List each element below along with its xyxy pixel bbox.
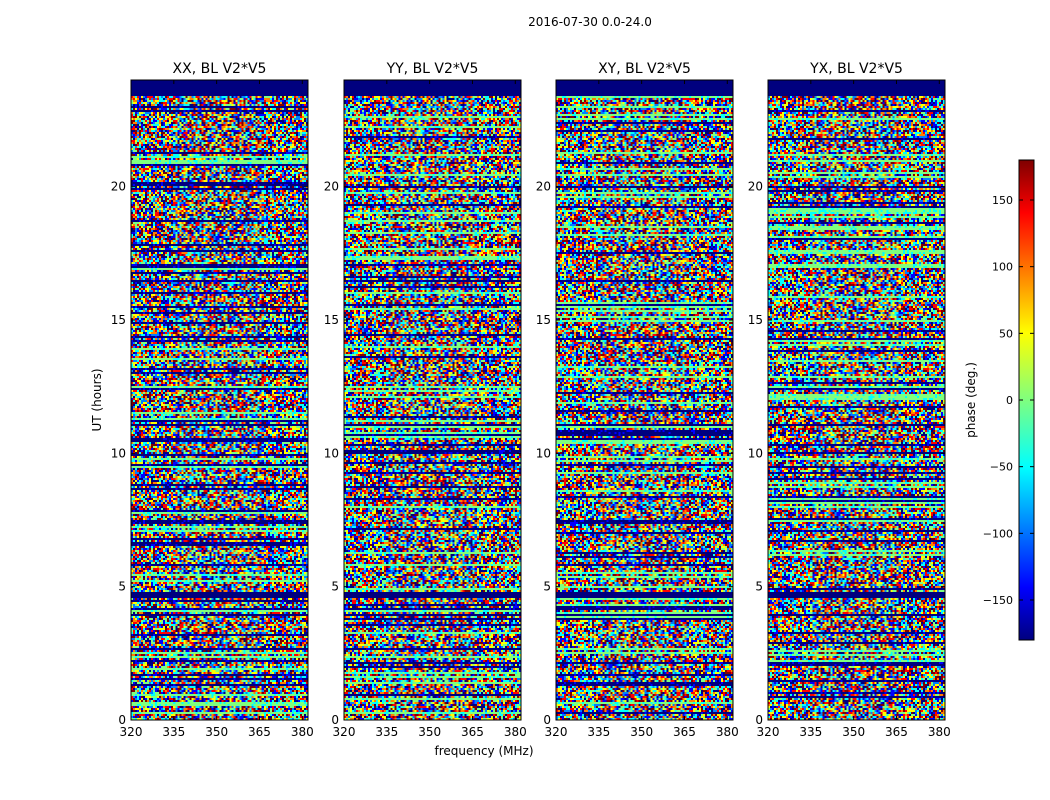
phase-heatmap-image xyxy=(556,80,733,720)
x-tick-label: 320 xyxy=(120,725,143,739)
panel-frame xyxy=(555,79,734,721)
y-tick-label: 20 xyxy=(536,180,551,194)
x-tick-label: 350 xyxy=(418,725,441,739)
panel-title: XX, BL V2*V5 xyxy=(173,61,267,77)
panel-4: YX, BL V2*V5 320 335 350 365 380 0 5 10 15 20 xyxy=(748,61,951,739)
x-axis-label: frequency (MHz) xyxy=(434,744,533,758)
y-tick-label: 0 xyxy=(118,713,126,727)
y-tick-label: 20 xyxy=(748,180,763,194)
x-tick-label: 350 xyxy=(842,725,865,739)
colorbar-tick-label: −50 xyxy=(990,461,1013,474)
panel-1: XX, BL V2*V5 320 335 350 365 380 0 5 10 15 20 xyxy=(111,61,314,739)
x-tick-label: 365 xyxy=(673,725,696,739)
y-tick-label: 0 xyxy=(755,713,763,727)
y-tick-label: 15 xyxy=(324,313,339,327)
colorbar-tick-label: 100 xyxy=(992,261,1013,274)
phase-heatmap-image xyxy=(344,80,521,720)
figure-suptitle: 2016-07-30 0.0-24.0 xyxy=(528,15,652,29)
colorbar-label: phase (deg.) xyxy=(964,362,978,438)
x-tick-label: 335 xyxy=(162,725,185,739)
y-tick-label: 15 xyxy=(111,313,126,327)
colorbar-tick-label: 50 xyxy=(999,327,1013,340)
phase-heatmap-image xyxy=(131,80,308,720)
x-tick-label: 320 xyxy=(545,725,568,739)
y-tick-label: 0 xyxy=(543,713,551,727)
y-tick-label: 10 xyxy=(748,446,763,460)
x-tick-label: 365 xyxy=(248,725,271,739)
y-tick-label: 10 xyxy=(536,446,551,460)
x-tick-label: 365 xyxy=(885,725,908,739)
y-axis-label: UT (hours) xyxy=(90,368,104,431)
colorbar-tick-label: 0 xyxy=(1006,394,1013,407)
y-tick-label: 15 xyxy=(748,313,763,327)
y-tick-label: 0 xyxy=(331,713,339,727)
x-tick-label: 335 xyxy=(587,725,610,739)
y-tick-label: 5 xyxy=(755,580,763,594)
x-tick-label: 335 xyxy=(375,725,398,739)
x-tick-label: 350 xyxy=(630,725,653,739)
panel-frame xyxy=(130,79,309,721)
panel-3: XY, BL V2*V5 320 335 350 365 380 0 5 10 15 20 xyxy=(536,61,739,739)
y-tick-label: 20 xyxy=(324,180,339,194)
y-tick-label: 5 xyxy=(543,580,551,594)
x-tick-label: 320 xyxy=(333,725,356,739)
y-tick-label: 5 xyxy=(331,580,339,594)
x-tick-label: 380 xyxy=(928,725,951,739)
colorbar-tick-label: −150 xyxy=(983,594,1013,607)
colorbar: −150 −100 −50 0 50 100 150 xyxy=(983,159,1035,641)
y-tick-label: 10 xyxy=(111,446,126,460)
x-tick-label: 335 xyxy=(799,725,822,739)
panel-2: YY, BL V2*V5 320 335 350 365 380 0 5 10 15 20 xyxy=(324,61,527,739)
colorbar-tick-label: −100 xyxy=(983,527,1013,540)
y-tick-label: 10 xyxy=(324,446,339,460)
phase-heatmap-image xyxy=(768,80,945,720)
panel-frame xyxy=(343,79,522,721)
y-tick-label: 5 xyxy=(118,580,126,594)
y-tick-label: 15 xyxy=(536,313,551,327)
x-tick-label: 380 xyxy=(291,725,314,739)
x-tick-label: 380 xyxy=(716,725,739,739)
panel-title: XY, BL V2*V5 xyxy=(598,61,691,77)
panel-title: YX, BL V2*V5 xyxy=(809,61,903,77)
x-tick-label: 350 xyxy=(205,725,228,739)
panel-frame xyxy=(767,79,946,721)
x-tick-label: 320 xyxy=(757,725,780,739)
panel-title: YY, BL V2*V5 xyxy=(386,61,479,77)
x-tick-label: 365 xyxy=(461,725,484,739)
x-tick-label: 380 xyxy=(504,725,527,739)
colorbar-tick-label: 150 xyxy=(992,194,1013,207)
y-tick-label: 20 xyxy=(111,180,126,194)
